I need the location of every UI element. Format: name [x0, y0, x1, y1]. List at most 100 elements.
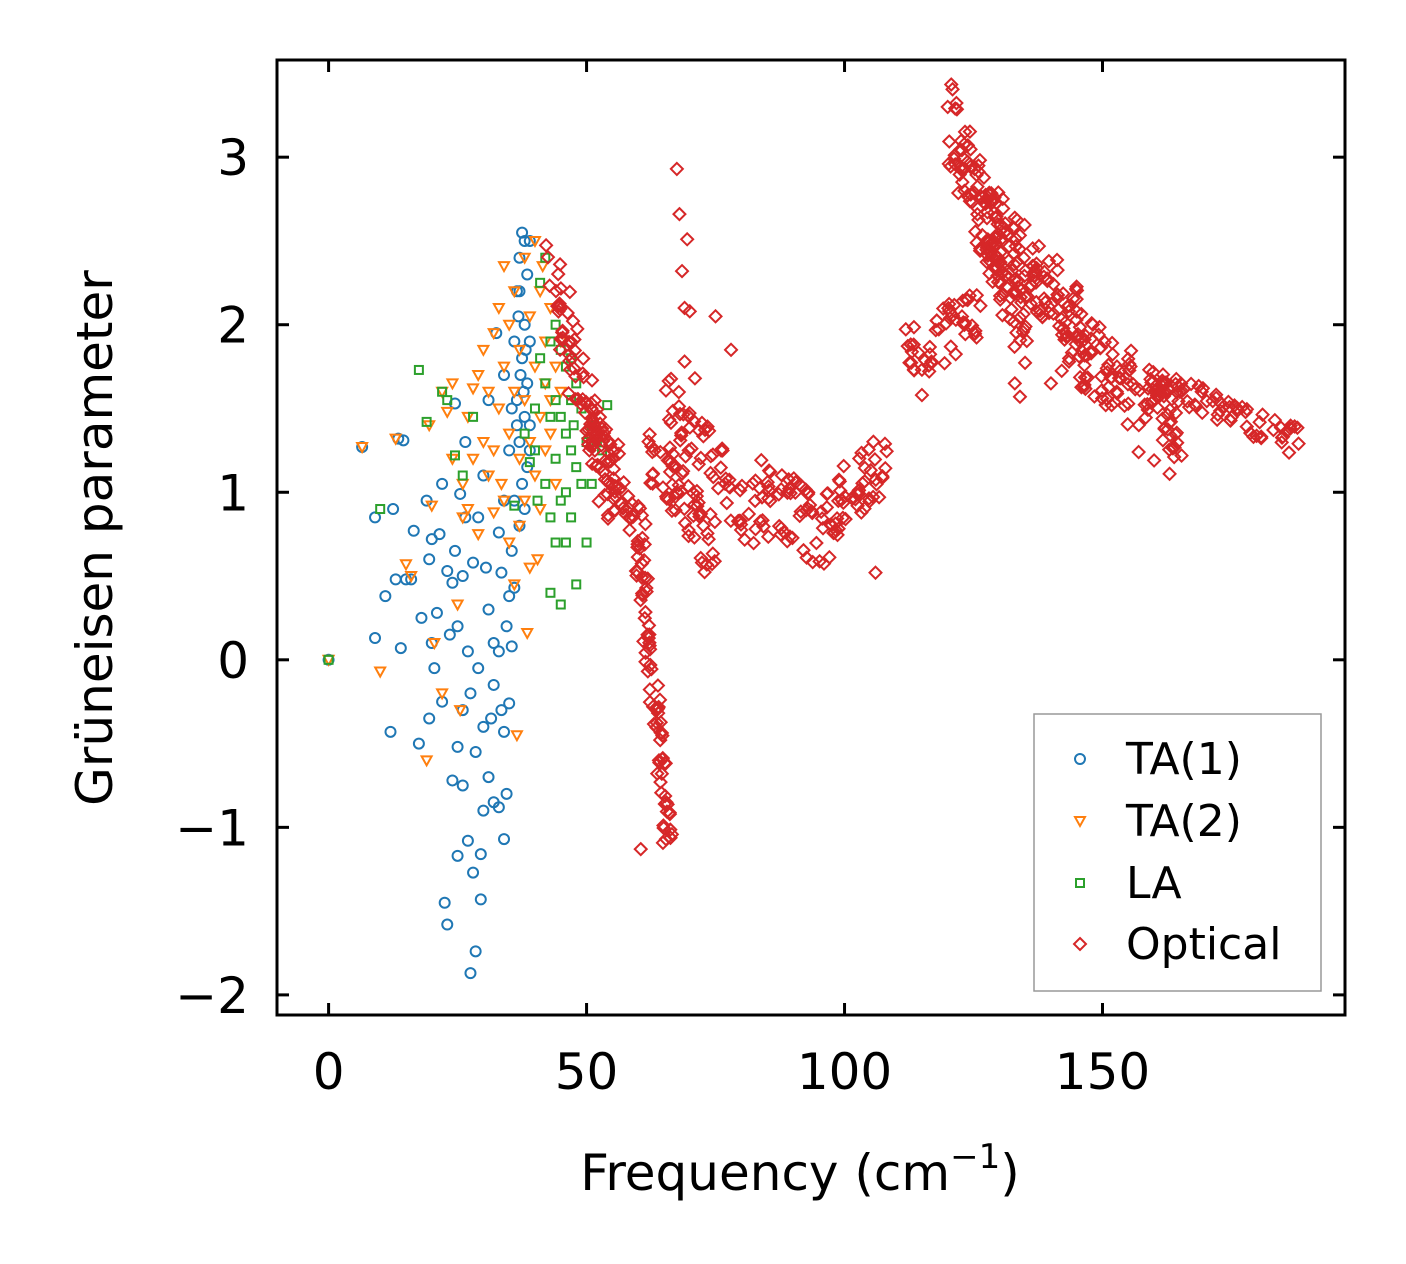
- point-optical: [903, 355, 919, 371]
- point-ta-2: [507, 386, 522, 399]
- point-optical: [1054, 363, 1070, 379]
- point-ta-1: [436, 477, 449, 490]
- point-optical: [992, 292, 1008, 307]
- point-optical: [707, 553, 723, 569]
- point-optical: [708, 308, 723, 324]
- point-optical: [703, 448, 719, 464]
- point-optical: [754, 489, 770, 505]
- point-optical: [1006, 246, 1022, 261]
- point-optical: [804, 505, 820, 521]
- point-optical: [800, 484, 816, 500]
- point-optical: [577, 405, 593, 421]
- point-optical: [976, 170, 992, 186]
- point-ta-1: [518, 318, 531, 331]
- point-optical: [670, 485, 686, 501]
- point-optical: [675, 463, 691, 479]
- point-optical: [678, 448, 694, 464]
- point-optical: [645, 476, 661, 491]
- point-optical: [614, 496, 630, 512]
- point-optical: [644, 661, 659, 677]
- tick-labels-layer: 0 50 100 150 −2 −1 0 1 2 3: [175, 129, 1150, 1101]
- point-ta-2: [494, 478, 509, 491]
- point-optical: [622, 522, 638, 538]
- point-ta-1: [495, 704, 508, 717]
- point-ta-1: [503, 444, 516, 457]
- point-ta-2: [453, 705, 467, 718]
- point-ta-2: [497, 261, 511, 274]
- point-optical: [630, 498, 646, 514]
- point-optical: [1061, 350, 1077, 366]
- point-ta-2: [528, 361, 542, 374]
- point-optical: [616, 475, 632, 490]
- point-optical: [1018, 263, 1033, 278]
- point-optical: [1016, 250, 1032, 266]
- point-optical: [1239, 419, 1255, 435]
- point-ta-1: [433, 528, 446, 541]
- point-optical: [1249, 428, 1265, 444]
- point-optical: [753, 452, 769, 468]
- point-optical: [1167, 440, 1182, 455]
- point-optical: [1045, 306, 1061, 322]
- series-ta-1: [322, 226, 536, 980]
- point-optical: [943, 77, 959, 92]
- point-optical: [681, 528, 696, 544]
- point-optical: [549, 298, 565, 314]
- point-la: [571, 579, 582, 590]
- point-optical: [877, 460, 893, 476]
- point-la: [529, 445, 540, 456]
- legend-markers: [1072, 753, 1088, 952]
- point-ta-2: [481, 470, 496, 483]
- point-optical: [1210, 407, 1226, 423]
- point-optical: [1094, 382, 1110, 398]
- point-ta-2: [502, 428, 516, 441]
- point-optical: [662, 806, 678, 822]
- point-optical: [1164, 391, 1180, 407]
- point-optical: [633, 592, 649, 608]
- point-optical: [674, 263, 690, 279]
- point-optical: [676, 501, 692, 517]
- point-optical: [652, 692, 668, 708]
- point-ta-2: [355, 442, 369, 455]
- point-optical: [640, 663, 656, 679]
- point-optical: [642, 638, 658, 654]
- point-optical: [1181, 399, 1197, 415]
- point-ta-1: [412, 737, 425, 750]
- point-ta-1: [513, 436, 526, 448]
- x-axis-label-text: Frequency (cm: [580, 1144, 950, 1202]
- point-optical: [671, 384, 687, 400]
- y-tick-label: 2: [217, 297, 249, 355]
- series-optical: [538, 77, 1306, 857]
- point-optical: [550, 266, 566, 282]
- point-optical: [821, 549, 837, 565]
- point-optical: [1072, 319, 1088, 335]
- point-ta-1: [428, 662, 441, 675]
- point-la: [421, 416, 432, 427]
- point-optical: [1131, 444, 1147, 460]
- point-optical: [1209, 412, 1225, 428]
- point-la: [566, 445, 577, 456]
- point-ta-1: [518, 234, 531, 247]
- point-ta-2: [461, 504, 475, 517]
- point-optical: [955, 315, 971, 330]
- points-layer: [321, 77, 1306, 980]
- point-optical: [548, 283, 564, 299]
- point-la: [437, 386, 448, 397]
- point-optical: [973, 298, 988, 314]
- point-la: [550, 453, 561, 464]
- point-ta-1: [500, 620, 513, 633]
- point-la: [555, 411, 566, 422]
- point-ta-1: [407, 524, 420, 537]
- point-optical: [682, 420, 698, 435]
- point-optical: [955, 293, 971, 309]
- point-ta-1: [449, 544, 461, 557]
- point-optical: [1026, 268, 1042, 284]
- point-optical: [971, 212, 986, 228]
- point-optical: [747, 493, 763, 509]
- point-ta-2: [445, 378, 460, 391]
- point-ta-1: [469, 745, 482, 758]
- point-optical: [674, 466, 690, 482]
- point-optical: [1039, 271, 1055, 287]
- point-ta-1: [472, 511, 485, 524]
- point-optical: [950, 185, 966, 201]
- point-optical: [660, 796, 675, 812]
